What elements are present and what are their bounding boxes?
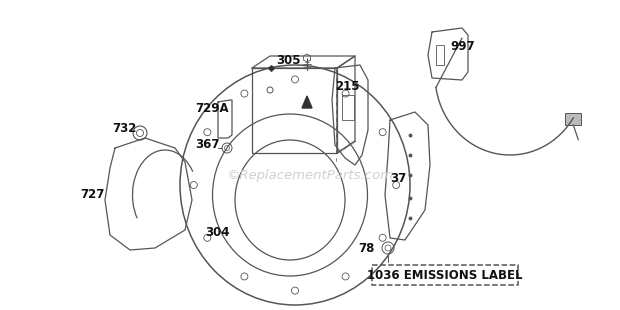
- Polygon shape: [302, 96, 312, 108]
- Text: 729A: 729A: [195, 101, 229, 114]
- Bar: [565, 113, 582, 125]
- Text: ©ReplacementParts.com: ©ReplacementParts.com: [226, 169, 394, 181]
- Text: 367: 367: [195, 139, 219, 152]
- Text: 1036 EMISSIONS LABEL: 1036 EMISSIONS LABEL: [367, 269, 523, 281]
- Text: 997: 997: [450, 41, 475, 54]
- Text: 215: 215: [335, 81, 360, 94]
- Bar: [436, 45, 444, 65]
- Text: 732: 732: [112, 122, 136, 135]
- Text: 78: 78: [358, 241, 374, 255]
- Bar: [342, 95, 354, 120]
- Text: 37: 37: [390, 171, 406, 184]
- Text: 304: 304: [205, 225, 229, 238]
- Text: 305: 305: [276, 54, 301, 67]
- Text: 727: 727: [80, 188, 104, 202]
